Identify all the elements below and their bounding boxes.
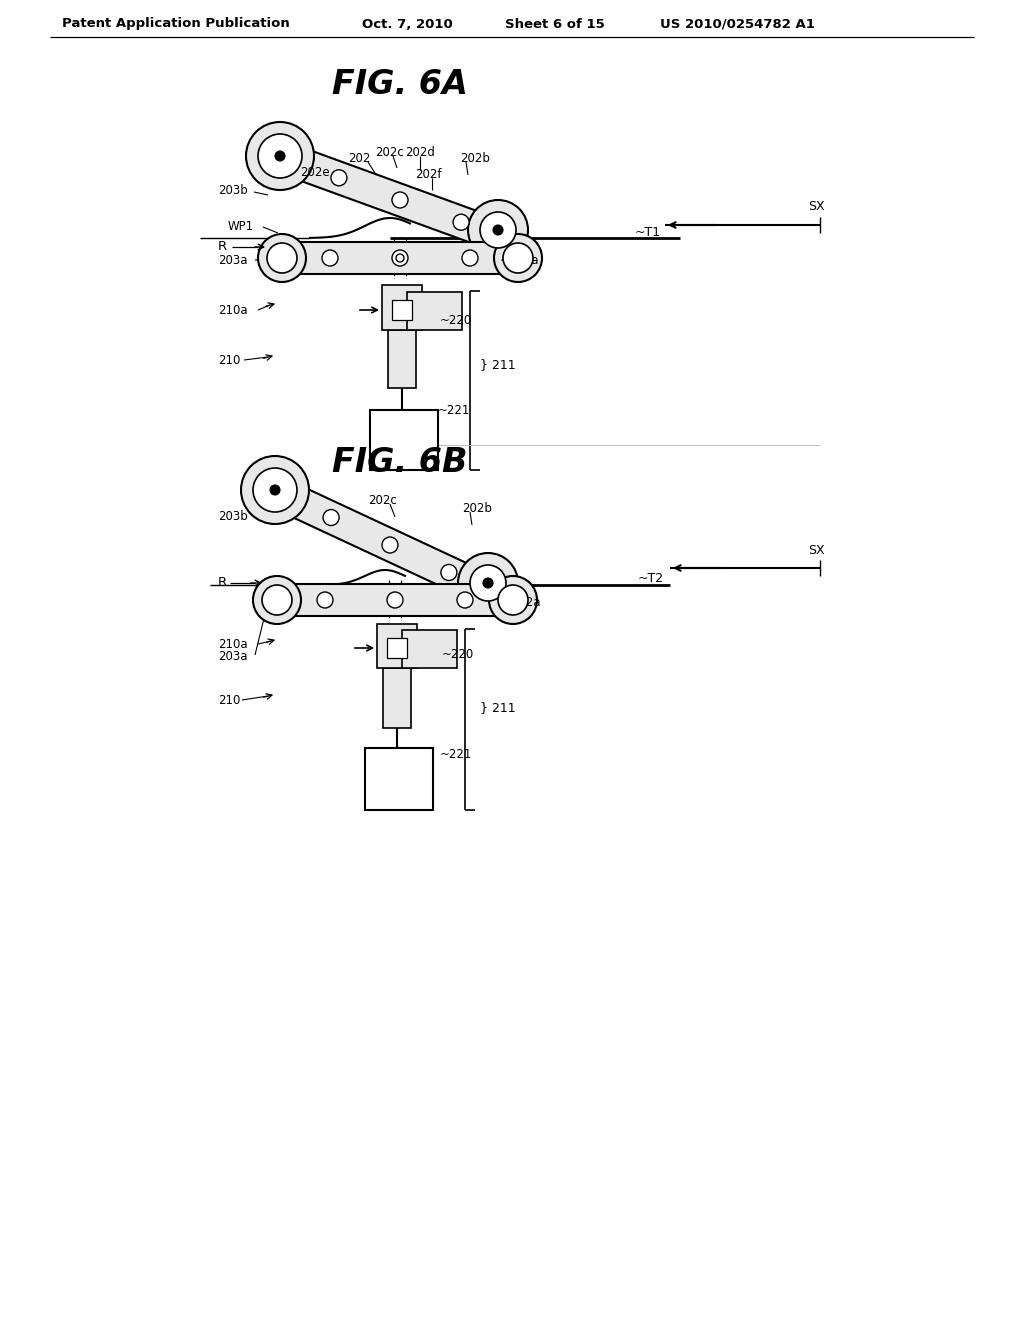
Circle shape	[258, 135, 302, 178]
Text: 210a: 210a	[218, 304, 248, 317]
Bar	[388, 330, 416, 388]
Circle shape	[241, 455, 309, 524]
Text: 202f: 202f	[415, 169, 441, 181]
Text: 210: 210	[218, 693, 241, 706]
Circle shape	[275, 150, 285, 161]
Text: ~T2: ~T2	[638, 573, 665, 586]
Bar	[407, 292, 462, 330]
Text: 203a: 203a	[218, 253, 248, 267]
Text: } 211: } 211	[480, 359, 516, 371]
Bar	[387, 638, 407, 657]
Text: 202c: 202c	[375, 145, 403, 158]
Text: ~221: ~221	[440, 748, 472, 762]
Circle shape	[382, 537, 398, 553]
Circle shape	[317, 591, 333, 609]
Circle shape	[498, 585, 528, 615]
Text: R: R	[218, 240, 227, 253]
Circle shape	[322, 249, 338, 267]
Polygon shape	[291, 148, 509, 252]
Circle shape	[493, 224, 503, 235]
Bar	[370, 411, 438, 470]
Text: 202d: 202d	[406, 145, 435, 158]
Circle shape	[458, 553, 518, 612]
Text: ~220: ~220	[440, 314, 472, 326]
Polygon shape	[290, 242, 510, 275]
Circle shape	[392, 191, 408, 209]
Circle shape	[267, 243, 297, 273]
Circle shape	[331, 170, 347, 186]
Circle shape	[253, 469, 297, 512]
Text: 203a: 203a	[218, 651, 248, 664]
Circle shape	[246, 121, 314, 190]
Text: ~T1: ~T1	[635, 226, 662, 239]
Bar	[365, 748, 433, 810]
Circle shape	[453, 214, 469, 230]
Text: ~202a: ~202a	[502, 595, 542, 609]
Circle shape	[387, 591, 403, 609]
Text: FIG. 6A: FIG. 6A	[332, 69, 468, 102]
Circle shape	[489, 576, 537, 624]
Bar	[402, 630, 457, 668]
Circle shape	[468, 201, 528, 260]
Circle shape	[457, 591, 473, 609]
Text: WP1: WP1	[228, 220, 254, 234]
Text: R: R	[218, 577, 227, 590]
Text: ~221: ~221	[438, 404, 470, 417]
Bar	[392, 300, 412, 319]
Text: 202: 202	[348, 152, 371, 165]
Circle shape	[392, 249, 408, 267]
Circle shape	[441, 565, 457, 581]
Text: 202b: 202b	[462, 502, 492, 515]
Circle shape	[483, 578, 493, 587]
Text: Oct. 7, 2010: Oct. 7, 2010	[362, 17, 453, 30]
Circle shape	[324, 510, 339, 525]
Text: ~220: ~220	[442, 648, 474, 661]
Circle shape	[270, 484, 280, 495]
Polygon shape	[285, 583, 505, 616]
Text: US 2010/0254782 A1: US 2010/0254782 A1	[660, 17, 815, 30]
Text: SX: SX	[808, 544, 824, 557]
Text: 202b: 202b	[460, 152, 489, 165]
Bar	[377, 624, 417, 668]
Circle shape	[494, 234, 542, 282]
Circle shape	[253, 576, 301, 624]
Text: 202e: 202e	[300, 165, 330, 178]
Text: 203b: 203b	[218, 510, 248, 523]
Text: Sheet 6 of 15: Sheet 6 of 15	[505, 17, 605, 30]
Text: 210: 210	[218, 354, 241, 367]
Text: ~202a: ~202a	[500, 253, 540, 267]
Bar	[382, 285, 422, 330]
Text: FIG. 6B: FIG. 6B	[332, 446, 468, 479]
Text: Patent Application Publication: Patent Application Publication	[62, 17, 290, 30]
Text: 210a: 210a	[218, 638, 248, 651]
Circle shape	[258, 234, 306, 282]
Text: SX: SX	[808, 201, 824, 214]
Circle shape	[462, 249, 478, 267]
Polygon shape	[284, 484, 497, 606]
Text: 202c: 202c	[368, 494, 396, 507]
Bar	[383, 668, 411, 729]
Circle shape	[503, 243, 534, 273]
Circle shape	[470, 565, 506, 601]
Text: } 211: } 211	[480, 701, 516, 714]
Circle shape	[262, 585, 292, 615]
Text: 203b: 203b	[218, 183, 248, 197]
Circle shape	[480, 213, 516, 248]
